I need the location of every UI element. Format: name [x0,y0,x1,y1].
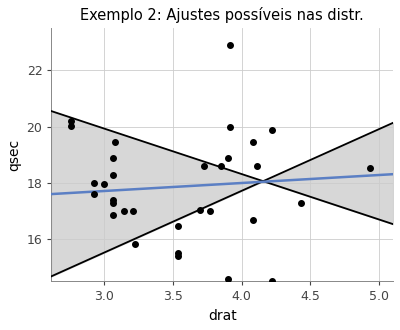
Point [224,155,231,160]
X-axis label: drat: drat [208,309,237,323]
Point [130,208,136,213]
Point [298,200,304,205]
Point [91,181,97,186]
Point [110,155,116,160]
Point [201,163,208,169]
Point [175,224,181,229]
Point [110,212,116,217]
Point [68,118,74,123]
Point [227,43,234,48]
Point [132,241,139,247]
Point [269,279,275,284]
Point [249,217,256,222]
Point [207,208,213,213]
Y-axis label: qsec: qsec [7,139,21,171]
Point [91,192,97,197]
Point [175,253,181,258]
Point [269,127,275,132]
Point [224,276,231,281]
Point [249,139,256,144]
Point [110,172,116,177]
Title: Exemplo 2: Ajustes possíveis nas distr.: Exemplo 2: Ajustes possíveis nas distr. [80,7,364,23]
Point [218,163,224,169]
Point [121,208,128,213]
Point [68,124,74,129]
Point [100,181,107,186]
Point [112,140,118,145]
Point [175,251,181,256]
Point [254,163,260,169]
Point [366,166,373,171]
Point [110,197,116,203]
Point [197,207,203,213]
Point [110,200,116,205]
Point [227,124,234,129]
